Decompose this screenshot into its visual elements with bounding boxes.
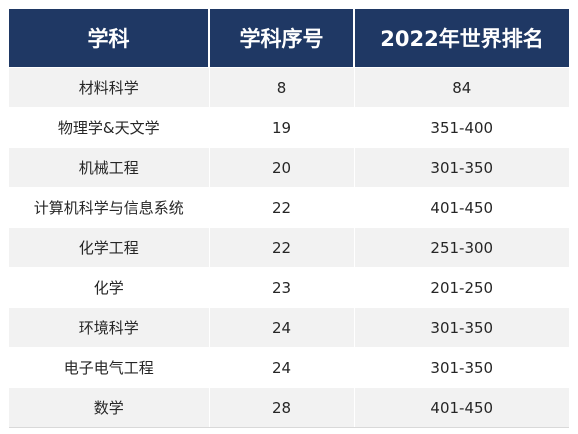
header-world-rank-2022: 2022年世界排名 — [353, 9, 569, 68]
cell-subject: 化学 — [9, 267, 209, 308]
cell-world-rank: 401-450 — [353, 387, 569, 427]
header-row: 学科 学科序号 2022年世界排名 — [9, 9, 569, 68]
table-row: 化学工程 22 251-300 — [9, 227, 569, 268]
table-row: 化学 23 201-250 — [9, 267, 569, 308]
cell-world-rank: 301-350 — [353, 147, 569, 188]
table-row: 电子电气工程 24 301-350 — [9, 347, 569, 388]
table-header: 学科 学科序号 2022年世界排名 — [9, 9, 569, 68]
cell-subject-index: 8 — [208, 67, 354, 108]
cell-world-rank: 301-350 — [353, 307, 569, 348]
cell-subject: 材料科学 — [9, 67, 209, 108]
header-subject: 学科 — [9, 9, 209, 68]
cell-subject: 计算机科学与信息系统 — [9, 187, 209, 228]
cell-world-rank: 351-400 — [353, 107, 569, 148]
header-subject-index: 学科序号 — [208, 9, 354, 68]
cell-subject: 物理学&天文学 — [9, 107, 209, 148]
cell-subject: 数学 — [9, 387, 209, 427]
cell-world-rank: 401-450 — [353, 187, 569, 228]
cell-world-rank: 301-350 — [353, 347, 569, 388]
cell-subject: 电子电气工程 — [9, 347, 209, 388]
cell-subject-index: 22 — [208, 227, 354, 268]
cell-subject-index: 28 — [208, 387, 354, 427]
table-row: 计算机科学与信息系统 22 401-450 — [9, 187, 569, 228]
table-row: 物理学&天文学 19 351-400 — [9, 107, 569, 148]
subject-ranking-table: 学科 学科序号 2022年世界排名 材料科学 8 84 物理学&天文学 19 3… — [9, 9, 569, 427]
cell-subject-index: 23 — [208, 267, 354, 308]
cell-subject-index: 24 — [208, 307, 354, 348]
ranking-table-container: 学科 学科序号 2022年世界排名 材料科学 8 84 物理学&天文学 19 3… — [9, 9, 569, 428]
cell-world-rank: 251-300 — [353, 227, 569, 268]
cell-subject: 化学工程 — [9, 227, 209, 268]
cell-subject-index: 22 — [208, 187, 354, 228]
table-row: 环境科学 24 301-350 — [9, 307, 569, 348]
table-row: 数学 28 401-450 — [9, 387, 569, 427]
cell-subject-index: 24 — [208, 347, 354, 388]
cell-subject: 环境科学 — [9, 307, 209, 348]
cell-subject: 机械工程 — [9, 147, 209, 188]
table-body: 材料科学 8 84 物理学&天文学 19 351-400 机械工程 20 301… — [9, 67, 569, 427]
cell-subject-index: 19 — [208, 107, 354, 148]
table-bottom-divider — [9, 427, 569, 428]
table-row: 机械工程 20 301-350 — [9, 147, 569, 188]
table-row: 材料科学 8 84 — [9, 67, 569, 108]
cell-world-rank: 84 — [353, 67, 569, 108]
cell-world-rank: 201-250 — [353, 267, 569, 308]
cell-subject-index: 20 — [208, 147, 354, 188]
